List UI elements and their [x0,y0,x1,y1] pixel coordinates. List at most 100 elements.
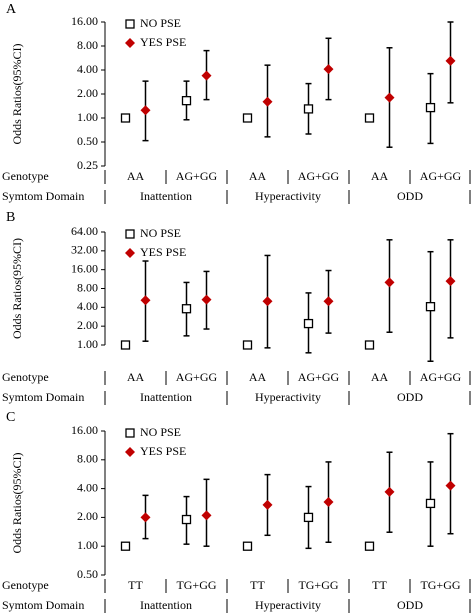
group-label: Inattention [140,598,192,612]
point [445,276,456,287]
y-tick-label: 1.00 [77,538,98,552]
point [323,64,334,75]
panel-label: B [6,210,15,225]
y-tick-label: 4.00 [77,480,98,494]
y-tick-label: 4.00 [77,299,98,313]
group-label: ODD [397,390,423,404]
y-tick-label: 32.00 [71,243,98,257]
point [323,296,334,307]
x-tick-label: AA [249,370,267,384]
x-tick-label: AG+GG [420,169,462,183]
point [445,55,456,66]
point [384,92,395,103]
point [262,296,273,307]
point [120,340,131,350]
legend-label: YES PSE [140,35,186,49]
point [425,498,436,509]
y-tick-label: 0.25 [77,158,98,172]
x-tick-label: TT [372,578,387,592]
legend-marker [125,428,135,438]
x-tick-label: AA [371,370,389,384]
point [242,541,253,551]
y-tick-label: 8.00 [77,280,98,294]
y-tick-label: 0.50 [77,567,98,581]
legend-label: NO PSE [140,16,181,30]
y-tick-label: 16.00 [71,423,98,437]
x-tick-label: TG+GG [176,578,216,592]
point [201,70,212,81]
group-label: Inattention [140,390,192,404]
legend-label: YES PSE [140,245,186,259]
y-tick-label: 64.00 [71,224,98,238]
point [303,104,314,114]
x-tick-label: AG+GG [298,169,340,183]
row-label: Genotype [2,169,49,183]
group-label: ODD [397,598,423,612]
point [262,96,273,107]
x-tick-label: AG+GG [420,370,462,384]
row-label: Genotype [2,370,49,384]
group-label: ODD [397,189,423,203]
x-tick-label: TT [250,578,265,592]
x-tick-label: AA [371,169,389,183]
row-label: Genotype [2,578,49,592]
y-axis-label: Odds Ratios(95%CI) [10,44,24,145]
y-tick-label: 16.00 [71,261,98,275]
x-tick-label: TG+GG [420,578,460,592]
group-label: Inattention [140,189,192,203]
row-label: Symtom Domain [2,390,84,404]
point [140,105,151,116]
point [425,102,436,113]
y-tick-label: 2.00 [77,318,98,332]
y-axis-label: Odds Ratios(95%CI) [10,238,24,339]
group-label: Hyperactivity [255,598,321,612]
legend-marker [125,19,135,29]
y-axis-label: Odds Ratios(95%CI) [10,453,24,554]
row-label: Symtom Domain [2,598,84,612]
point [120,113,131,123]
point [181,514,192,525]
point [364,340,375,350]
y-tick-label: 16.00 [71,14,98,28]
x-tick-label: AG+GG [298,370,340,384]
panel-label: C [6,410,15,425]
y-tick-label: 1.00 [77,110,98,124]
point [384,486,395,497]
legend-label: NO PSE [140,226,181,240]
group-label: Hyperactivity [255,390,321,404]
panel-label: A [6,2,17,17]
legend-label: YES PSE [140,444,186,458]
legend-marker [125,229,135,239]
point [303,318,314,329]
point [425,302,436,312]
y-tick-label: 0.50 [77,134,98,148]
x-tick-label: AA [127,169,145,183]
point [242,113,253,123]
y-tick-label: 4.00 [77,62,98,76]
y-tick-label: 1.00 [77,337,98,351]
point [242,340,253,350]
point [445,480,456,491]
point [262,499,273,510]
y-tick-label: 8.00 [77,452,98,466]
point [364,113,375,123]
y-tick-label: 8.00 [77,38,98,52]
x-tick-label: AA [249,169,267,183]
x-tick-label: AA [127,370,145,384]
point [364,541,375,551]
point [201,510,212,521]
point [323,496,334,507]
legend-label: NO PSE [140,425,181,439]
group-label: Hyperactivity [255,189,321,203]
x-tick-label: AG+GG [176,169,218,183]
point [140,512,151,523]
x-tick-label: TG+GG [298,578,338,592]
point [303,512,314,523]
row-label: Symtom Domain [2,189,84,203]
legend-marker [125,447,135,457]
point [140,295,151,306]
point [120,541,131,551]
x-tick-label: AG+GG [176,370,218,384]
point [201,294,212,305]
